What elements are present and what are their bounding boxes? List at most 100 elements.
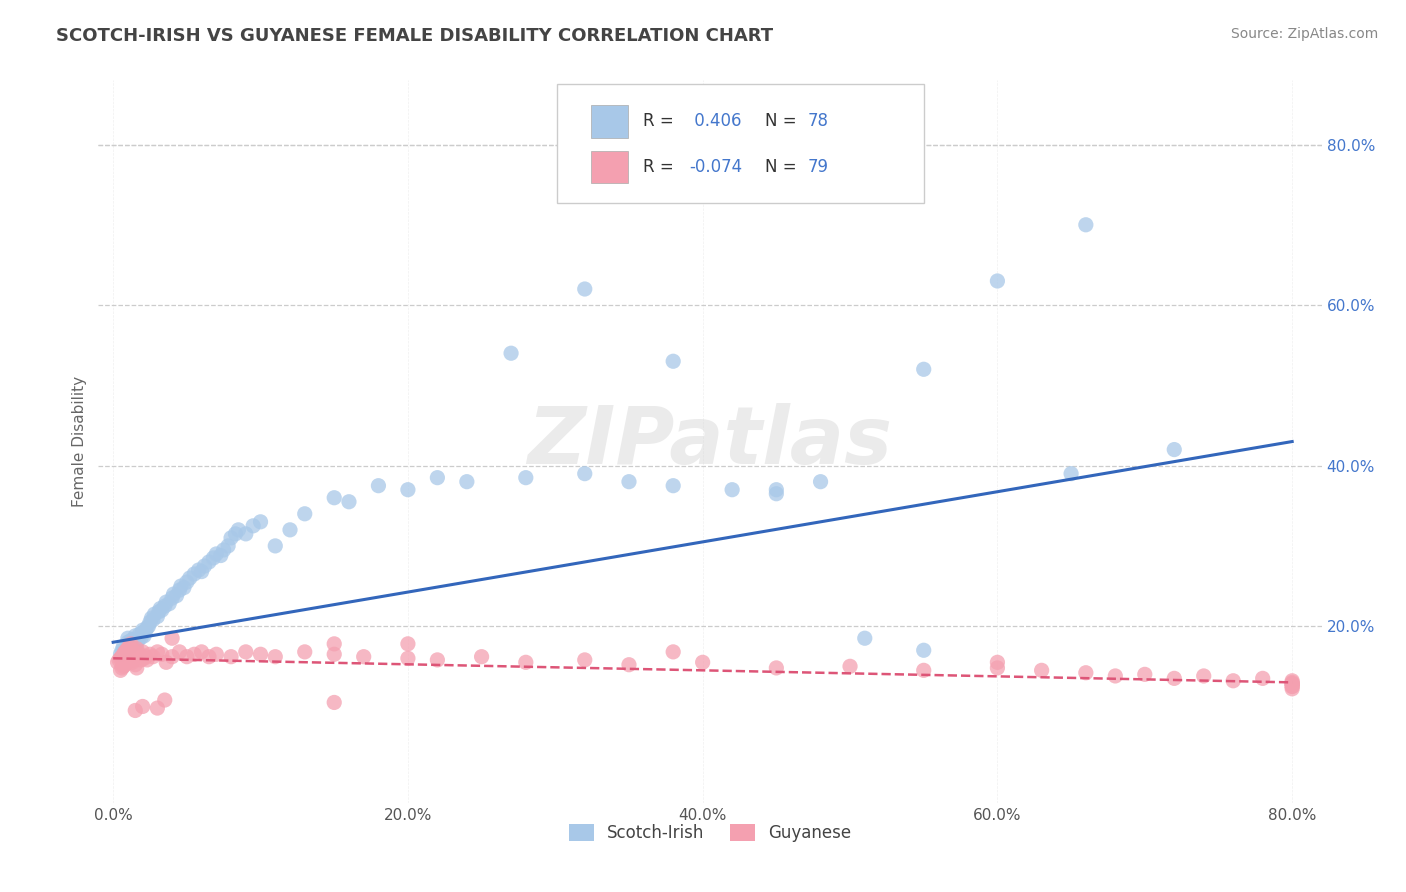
Point (1163, 442, 1185, 457)
Point (160, 632, 183, 646)
Point (112, 648, 135, 662)
Point (129, 653, 152, 667)
Point (112, 639, 135, 653)
Point (150, 603, 173, 617)
Point (617, 657, 640, 672)
Point (1031, 664, 1053, 678)
Point (912, 362, 935, 376)
Point (162, 587, 184, 601)
FancyBboxPatch shape (557, 84, 924, 203)
Point (1281, 675, 1303, 690)
Point (264, 539, 287, 553)
Text: 0.406: 0.406 (689, 112, 742, 130)
Point (141, 611, 163, 625)
Point (323, 696, 346, 710)
Point (1060, 467, 1083, 481)
Text: N =: N = (765, 158, 801, 176)
Point (235, 526, 257, 541)
Point (426, 653, 449, 667)
Point (173, 581, 195, 595)
Y-axis label: Female Disability: Female Disability (72, 376, 87, 508)
Point (125, 641, 148, 656)
Point (353, 649, 375, 664)
Point (1281, 680, 1303, 694)
Point (1074, 218, 1097, 232)
Point (157, 597, 180, 611)
Point (155, 595, 177, 609)
Point (1281, 677, 1303, 691)
Point (127, 649, 149, 664)
Point (396, 637, 419, 651)
Point (187, 563, 209, 577)
Point (160, 591, 183, 606)
Text: ZIPatlas: ZIPatlas (527, 402, 893, 481)
Point (986, 661, 1008, 675)
Text: N =: N = (765, 112, 801, 130)
Point (396, 651, 419, 665)
Point (205, 648, 228, 662)
Point (986, 655, 1008, 669)
Point (912, 664, 935, 678)
Point (120, 633, 142, 648)
Point (111, 649, 134, 664)
Point (117, 632, 139, 646)
Point (337, 494, 360, 508)
Point (131, 699, 153, 714)
Point (235, 645, 257, 659)
Point (149, 601, 172, 615)
Point (839, 659, 862, 673)
Point (170, 579, 193, 593)
Point (294, 645, 316, 659)
FancyBboxPatch shape (592, 105, 628, 137)
Point (1192, 669, 1215, 683)
Point (662, 478, 685, 492)
Point (128, 648, 150, 662)
Point (219, 649, 242, 664)
Point (118, 639, 141, 653)
Point (176, 649, 198, 664)
Point (217, 539, 239, 553)
Point (124, 629, 146, 643)
Point (148, 605, 170, 619)
Point (499, 346, 522, 360)
Point (132, 651, 155, 665)
Point (127, 632, 149, 647)
Point (124, 703, 146, 717)
Point (142, 613, 165, 627)
FancyBboxPatch shape (592, 151, 628, 183)
Point (323, 637, 346, 651)
Point (853, 632, 876, 646)
Point (131, 623, 153, 637)
Point (1133, 667, 1156, 681)
Point (198, 555, 221, 569)
Point (323, 648, 346, 662)
Point (128, 627, 150, 641)
Point (1281, 673, 1303, 688)
Point (912, 643, 935, 657)
Point (426, 470, 449, 484)
Point (155, 655, 177, 669)
Point (115, 643, 138, 657)
Point (574, 282, 596, 296)
Point (183, 648, 205, 662)
Point (190, 645, 212, 659)
Point (228, 523, 250, 537)
Point (115, 655, 138, 669)
Point (396, 483, 419, 497)
Point (110, 664, 132, 678)
Point (108, 653, 131, 667)
Point (224, 526, 246, 541)
Point (135, 624, 157, 638)
Point (294, 507, 316, 521)
Point (132, 629, 155, 643)
Point (986, 274, 1008, 288)
Point (1163, 671, 1185, 685)
Point (1281, 677, 1303, 691)
Point (124, 643, 146, 657)
Point (139, 615, 162, 630)
Point (1281, 680, 1303, 694)
Point (111, 661, 134, 675)
Point (205, 547, 228, 561)
Point (169, 583, 191, 598)
Point (765, 487, 787, 501)
